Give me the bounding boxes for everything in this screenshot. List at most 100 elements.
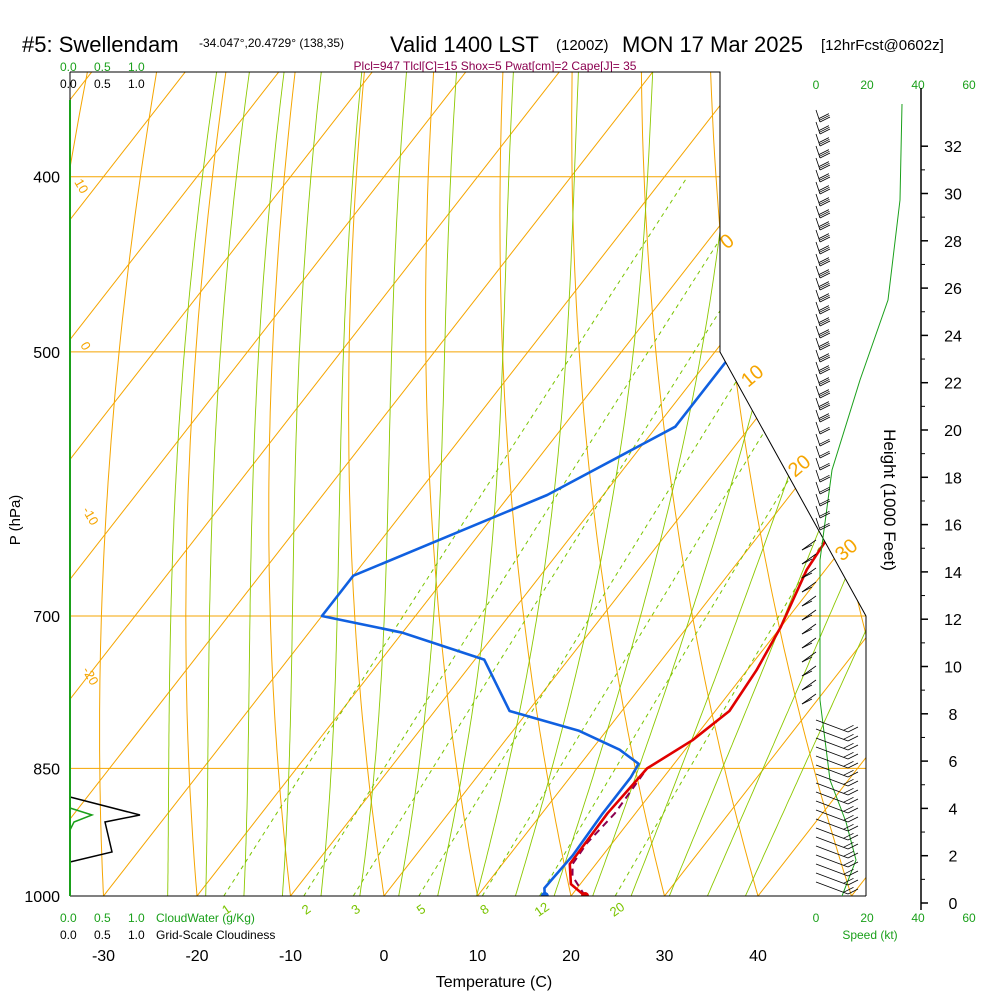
wind-barb-flag bbox=[847, 771, 859, 778]
temperature-tick: 30 bbox=[656, 948, 674, 965]
surface-dewpoint-point bbox=[540, 892, 549, 896]
wind-barb bbox=[801, 553, 817, 565]
wind-barb-flag bbox=[847, 798, 859, 805]
moist-adiabat bbox=[428, 72, 543, 896]
cloud-tick: 1.0 bbox=[128, 911, 145, 925]
speed-scale-bottom: 0 20 40 60 Speed (kt) bbox=[813, 911, 976, 942]
wind-barb-flag bbox=[818, 401, 830, 407]
wind-barb-flag bbox=[843, 733, 854, 740]
wind-barb-flag bbox=[801, 684, 813, 691]
cloudiness-label: Grid-Scale Cloudiness bbox=[156, 928, 275, 942]
height-tick: 2 bbox=[949, 849, 958, 866]
wind-barb-flag bbox=[819, 380, 831, 387]
speed-tick: 20 bbox=[860, 78, 874, 92]
wind-barb-flag bbox=[818, 149, 830, 155]
wind-barb-flag bbox=[818, 245, 830, 251]
parcel-trace bbox=[571, 767, 648, 896]
pressure-tick: 850 bbox=[33, 761, 60, 778]
height-tick: 8 bbox=[949, 707, 958, 724]
cloud-tick: 1.0 bbox=[128, 928, 145, 942]
cloud-tick: 1.0 bbox=[128, 60, 145, 74]
wind-barb-flag bbox=[819, 294, 830, 301]
wind-barb-flag bbox=[819, 354, 830, 361]
isotherm-line bbox=[821, 72, 866, 896]
cloud-tick: 0.5 bbox=[94, 911, 111, 925]
wind-speed-trace bbox=[819, 103, 903, 897]
moist-adiabat bbox=[615, 72, 866, 896]
speed-tick: 0 bbox=[813, 78, 820, 92]
mixing-ratio-line bbox=[539, 176, 866, 896]
wind-barb-flag bbox=[818, 125, 830, 131]
wind-barb-flag bbox=[819, 512, 831, 519]
wind-barb-flag bbox=[818, 293, 830, 299]
dry-adiabat bbox=[960, 0, 1000, 934]
wind-barb bbox=[801, 637, 817, 649]
wind-barb-flag bbox=[847, 816, 859, 823]
wind-barb-flag bbox=[818, 413, 830, 419]
wind-barb-flag bbox=[819, 138, 830, 145]
cloud-tick: 0.5 bbox=[94, 928, 111, 942]
wind-barb-flag bbox=[818, 389, 830, 395]
height-tick: 28 bbox=[944, 234, 962, 251]
wind-barb-flag bbox=[818, 233, 830, 239]
wind-barb-flag bbox=[819, 258, 830, 265]
wind-barb-flag bbox=[843, 769, 854, 776]
wind-barb-flag bbox=[819, 174, 830, 181]
wind-barb-flag bbox=[819, 200, 831, 207]
temperature-tick: -20 bbox=[185, 948, 208, 965]
wind-barb-flag bbox=[819, 342, 830, 349]
valid-time: Valid 1400 LST bbox=[390, 32, 539, 57]
wind-barb-flag bbox=[819, 318, 830, 325]
height-tick: 0 bbox=[949, 896, 958, 913]
wind-barb bbox=[801, 609, 817, 621]
mixing-ratio-label: 20 bbox=[607, 899, 627, 920]
wind-barb bbox=[815, 800, 849, 814]
height-tick: 16 bbox=[944, 518, 962, 535]
dry-adiabat bbox=[348, 72, 408, 896]
x-axis-title: Temperature (C) bbox=[436, 974, 552, 991]
dry-adiabat bbox=[571, 72, 675, 896]
mixing-ratio-label: 3 bbox=[348, 901, 363, 917]
height-tick: 22 bbox=[944, 376, 962, 393]
mixing-ratio-label: 12 bbox=[531, 899, 551, 920]
temperature-trace bbox=[568, 72, 866, 896]
pressure-tick: 700 bbox=[33, 609, 60, 626]
wind-barb-flag bbox=[819, 368, 831, 375]
wind-barb-flag bbox=[819, 416, 831, 423]
height-tick: 30 bbox=[944, 187, 962, 204]
wind-barb bbox=[801, 651, 817, 663]
wind-barb-flag bbox=[843, 841, 854, 848]
wind-barb-flag bbox=[819, 114, 830, 121]
dry-adiabat bbox=[425, 72, 486, 896]
wind-barb-flag bbox=[819, 488, 831, 495]
wind-barb bbox=[815, 728, 849, 742]
wind-barb-flag bbox=[801, 600, 813, 607]
wind-barb-flag bbox=[843, 796, 854, 803]
wind-barb-flag bbox=[801, 698, 813, 705]
dry-adiabat bbox=[70, 72, 101, 896]
wind-barb-flag bbox=[819, 270, 830, 277]
wind-barb bbox=[815, 755, 849, 769]
mixing-ratio-label: 8 bbox=[477, 901, 492, 917]
wind-barb bbox=[801, 623, 817, 635]
wind-barb-flag bbox=[819, 452, 831, 459]
speed-tick: 0 bbox=[813, 911, 820, 925]
wind-barb bbox=[801, 539, 817, 551]
wind-barb-flag bbox=[847, 879, 859, 886]
wind-barb-flag bbox=[843, 805, 854, 812]
wind-barb-flag bbox=[801, 544, 813, 551]
moist-adiabat bbox=[652, 72, 866, 896]
moist-adiabat bbox=[166, 72, 279, 896]
wind-barb-flag bbox=[843, 868, 854, 875]
wind-barb bbox=[815, 737, 849, 751]
wind-barb-flag bbox=[819, 246, 830, 253]
cloud-tick: 0.0 bbox=[60, 911, 77, 925]
wind-barb-flag bbox=[819, 116, 831, 123]
wind-barb-flag bbox=[819, 440, 831, 447]
isotherm-label: -10 bbox=[79, 504, 101, 528]
pressure-tick: 400 bbox=[33, 170, 60, 187]
height-tick: 10 bbox=[944, 660, 962, 677]
wind-barb-flag bbox=[819, 296, 831, 303]
wind-barb-flag bbox=[819, 510, 830, 517]
